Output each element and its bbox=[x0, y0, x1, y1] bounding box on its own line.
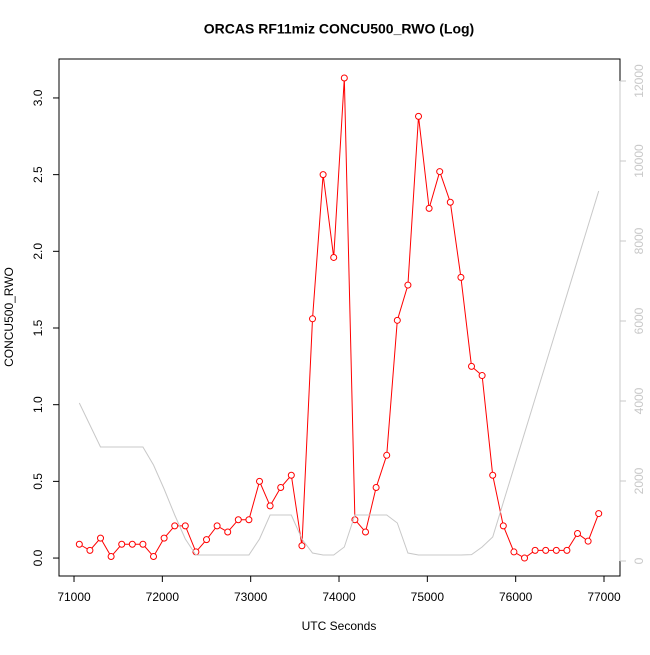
data-point bbox=[383, 451, 391, 459]
chart-title: ORCAS RF11miz CONCU500_RWO (Log) bbox=[204, 21, 474, 37]
y-axis-label: CONCU500_RWO bbox=[2, 267, 16, 367]
data-point bbox=[393, 316, 401, 324]
y2-tick-label: 6000 bbox=[632, 307, 646, 334]
data-point bbox=[150, 553, 158, 561]
x-axis-label: UTC Seconds bbox=[302, 619, 377, 633]
data-point bbox=[213, 522, 221, 530]
data-point bbox=[107, 553, 115, 561]
y-tick-label: 0.5 bbox=[31, 473, 45, 490]
data-point bbox=[160, 534, 168, 542]
data-point bbox=[521, 554, 529, 562]
y-tick-label: 1.5 bbox=[31, 319, 45, 336]
data-point bbox=[234, 516, 242, 524]
y2-tick-label: 2000 bbox=[632, 467, 646, 494]
data-point bbox=[436, 168, 444, 176]
x-tick-label: 77000 bbox=[587, 590, 621, 604]
y2-tick-label: 8000 bbox=[632, 227, 646, 254]
x-tick-label: 71000 bbox=[57, 590, 91, 604]
x-tick-label: 72000 bbox=[146, 590, 180, 604]
data-point bbox=[489, 471, 497, 479]
data-point bbox=[362, 528, 370, 536]
x-tick-label: 76000 bbox=[499, 590, 533, 604]
data-point bbox=[256, 477, 264, 485]
y-tick-label: 2.0 bbox=[31, 243, 45, 260]
data-point bbox=[446, 198, 454, 206]
data-point bbox=[531, 546, 539, 554]
x-tick-label: 75000 bbox=[411, 590, 445, 604]
data-point bbox=[181, 522, 189, 530]
data-point bbox=[510, 548, 518, 556]
data-point bbox=[499, 522, 507, 530]
data-point bbox=[266, 502, 274, 510]
data-point bbox=[224, 528, 232, 536]
data-point bbox=[468, 362, 476, 370]
data-point bbox=[287, 471, 295, 479]
data-point bbox=[171, 522, 179, 530]
data-point bbox=[478, 372, 486, 380]
data-point bbox=[552, 546, 560, 554]
data-point bbox=[203, 536, 211, 544]
y2-tick-label: 12000 bbox=[632, 64, 646, 98]
data-point bbox=[86, 546, 94, 554]
data-point bbox=[245, 516, 253, 524]
y-tick-label: 1.0 bbox=[31, 396, 45, 413]
y-tick-label: 2.5 bbox=[31, 166, 45, 183]
data-point bbox=[372, 484, 380, 492]
series-line bbox=[78, 190, 600, 556]
data-point bbox=[330, 253, 338, 261]
data-point bbox=[128, 540, 136, 548]
data-point bbox=[75, 540, 83, 548]
y2-tick-label: 0 bbox=[632, 557, 646, 564]
data-point bbox=[457, 273, 465, 281]
data-point bbox=[298, 542, 306, 550]
data-point bbox=[574, 530, 582, 538]
y2-tick-label: 10000 bbox=[632, 144, 646, 178]
y-tick-label: 3.0 bbox=[31, 89, 45, 106]
data-point bbox=[542, 546, 550, 554]
data-point bbox=[404, 281, 412, 289]
data-point bbox=[277, 484, 285, 492]
data-point bbox=[118, 540, 126, 548]
data-point bbox=[415, 112, 423, 120]
y2-tick-label: 4000 bbox=[632, 387, 646, 414]
data-point bbox=[595, 510, 603, 518]
x-tick-label: 74000 bbox=[322, 590, 356, 604]
data-point bbox=[340, 74, 348, 82]
y-tick-label: 0.0 bbox=[31, 549, 45, 566]
data-point bbox=[309, 315, 317, 323]
data-point bbox=[97, 534, 105, 542]
data-point bbox=[563, 546, 571, 554]
x-tick-label: 73000 bbox=[234, 590, 268, 604]
data-point bbox=[139, 540, 147, 548]
data-point bbox=[425, 204, 433, 212]
data-point bbox=[584, 537, 592, 545]
data-point bbox=[319, 171, 327, 179]
